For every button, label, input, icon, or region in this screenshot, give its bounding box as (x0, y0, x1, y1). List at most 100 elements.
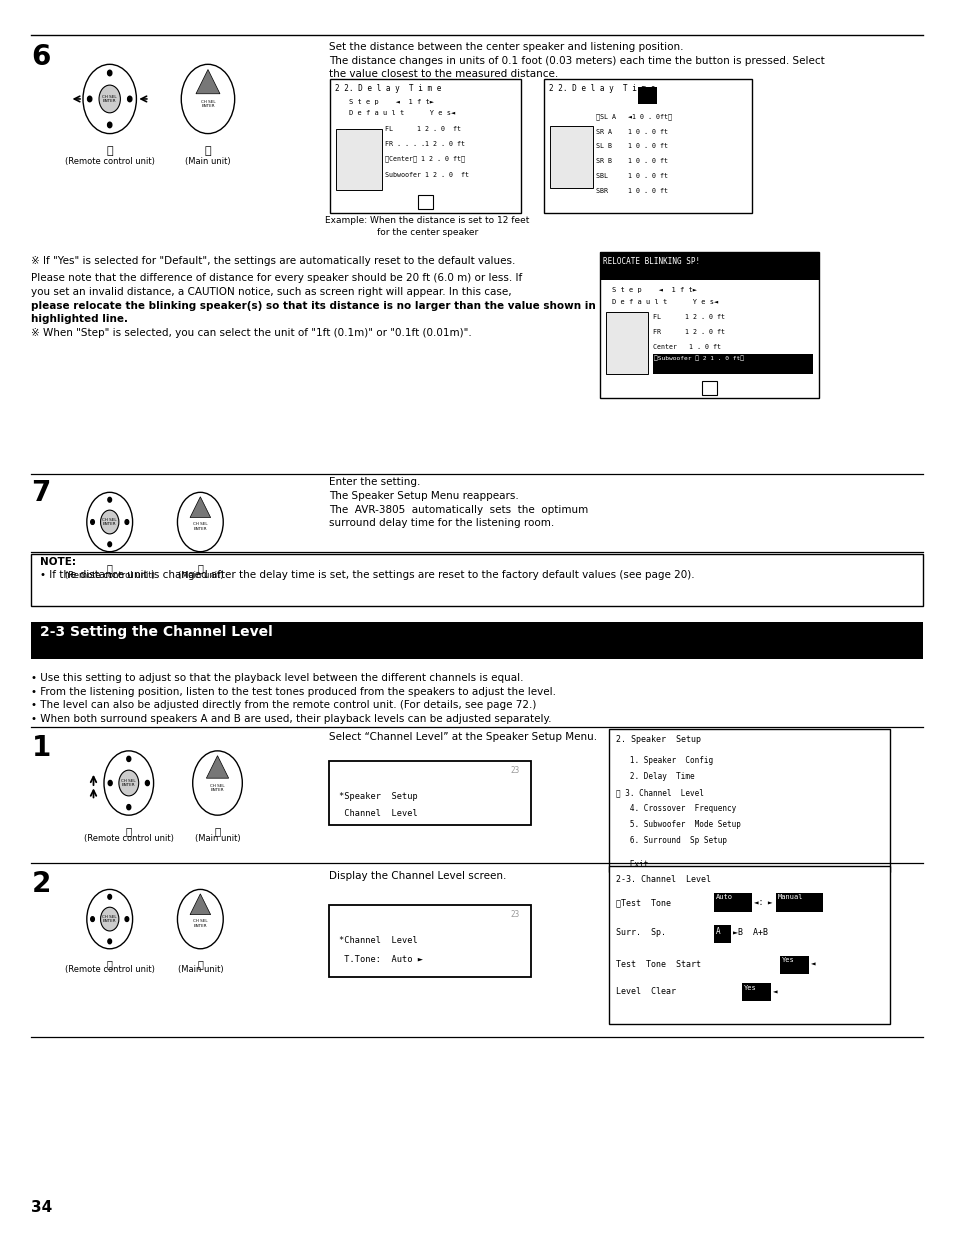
Text: Surr.  Sp.: Surr. Sp. (616, 928, 665, 936)
Text: ※ When "Step" is selected, you can select the unit of "1ft (0.1m)" or "0.1ft (0.: ※ When "Step" is selected, you can selec… (31, 328, 472, 338)
Text: Channel  Level: Channel Level (338, 809, 417, 818)
Text: FL      1 2 . 0 ft: FL 1 2 . 0 ft (652, 314, 723, 320)
Text: (Main unit): (Main unit) (177, 571, 223, 580)
Polygon shape (190, 497, 211, 517)
Text: RELOCATE BLINKING SP!: RELOCATE BLINKING SP! (602, 257, 700, 266)
FancyBboxPatch shape (417, 195, 433, 209)
Text: ␓Test  Tone: ␓Test Tone (616, 898, 671, 907)
Circle shape (145, 781, 150, 785)
Text: • Use this setting to adjust so that the playback level between the different ch: • Use this setting to adjust so that the… (31, 673, 523, 683)
Text: SL B    1 0 . 0 ft: SL B 1 0 . 0 ft (596, 143, 667, 150)
Text: Set the distance between the center speaker and listening position.: Set the distance between the center spea… (329, 42, 683, 52)
Text: for the center speaker: for the center speaker (376, 228, 477, 236)
Text: (Remote control unit): (Remote control unit) (65, 965, 154, 974)
Text: *Speaker  Setup: *Speaker Setup (338, 792, 417, 800)
FancyBboxPatch shape (329, 905, 531, 977)
Text: 1: 1 (31, 734, 51, 762)
FancyBboxPatch shape (599, 252, 819, 398)
Text: CH SEL
ENTER: CH SEL ENTER (102, 95, 117, 103)
Text: ◄: ◄ (810, 960, 815, 969)
Circle shape (177, 889, 223, 949)
Text: Manual: Manual (777, 894, 802, 901)
Text: SR A    1 0 . 0 ft: SR A 1 0 . 0 ft (596, 129, 667, 135)
Text: Select “Channel Level” at the Speaker Setup Menu.: Select “Channel Level” at the Speaker Se… (329, 732, 597, 742)
Text: CH SEL
ENTER: CH SEL ENTER (210, 783, 225, 792)
Text: ◄: ►: ◄: ► (753, 898, 771, 907)
Text: FL      1 2 . 0  ft: FL 1 2 . 0 ft (385, 126, 461, 132)
Text: 2: 2 (31, 870, 51, 898)
Circle shape (125, 520, 129, 524)
FancyBboxPatch shape (335, 129, 381, 190)
Text: 2-3 Setting the Channel Level: 2-3 Setting the Channel Level (40, 625, 273, 638)
Circle shape (87, 889, 132, 949)
Text: CH SEL
ENTER: CH SEL ENTER (193, 919, 208, 928)
Circle shape (83, 64, 136, 134)
Text: you set an invalid distance, a CAUTION notice, such as screen right will appear.: you set an invalid distance, a CAUTION n… (31, 287, 512, 297)
Circle shape (108, 497, 112, 502)
FancyBboxPatch shape (30, 554, 923, 606)
Text: CH SEL
ENTER: CH SEL ENTER (121, 779, 136, 787)
FancyBboxPatch shape (652, 354, 812, 374)
Text: ✋: ✋ (107, 563, 112, 573)
Text: ✋: ✋ (126, 826, 132, 836)
Text: Level  Clear: Level Clear (616, 987, 676, 996)
Text: ✋: ✋ (107, 146, 112, 156)
Circle shape (99, 85, 120, 113)
Circle shape (108, 542, 112, 547)
FancyBboxPatch shape (549, 126, 593, 188)
Circle shape (108, 122, 112, 127)
Text: The distance changes in units of 0.1 foot (0.03 meters) each time the button is : The distance changes in units of 0.1 foo… (329, 56, 824, 66)
Text: Enter the setting.: Enter the setting. (329, 477, 420, 487)
Circle shape (177, 492, 223, 552)
Polygon shape (206, 756, 229, 778)
Circle shape (181, 64, 234, 134)
FancyBboxPatch shape (608, 729, 889, 872)
Polygon shape (195, 69, 220, 94)
Circle shape (87, 492, 132, 552)
Text: 4. Crossover  Frequency: 4. Crossover Frequency (616, 804, 736, 813)
Text: • When both surround speakers A and B are used, their playback levels can be adj: • When both surround speakers A and B ar… (31, 714, 552, 724)
Text: 1. Speaker  Config: 1. Speaker Config (616, 756, 713, 764)
Text: ✋: ✋ (197, 959, 203, 969)
Text: D e f a u l t      Y e s◄: D e f a u l t Y e s◄ (611, 299, 717, 306)
Circle shape (108, 781, 112, 785)
Text: T.Tone:  Auto ►: T.Tone: Auto ► (338, 955, 422, 964)
Circle shape (108, 939, 112, 944)
Text: CH SEL
ENTER: CH SEL ENTER (102, 518, 117, 526)
FancyBboxPatch shape (329, 761, 531, 825)
Text: Subwoofer 1 2 . 0  ft: Subwoofer 1 2 . 0 ft (385, 172, 469, 178)
Text: ◄: ◄ (772, 987, 777, 996)
Text: (Remote control unit): (Remote control unit) (65, 571, 154, 580)
FancyBboxPatch shape (775, 893, 822, 912)
Text: CH SEL
ENTER: CH SEL ENTER (200, 100, 215, 109)
Text: ␓Subwoofer ␓ 2 1 . 0 ft␓: ␓Subwoofer ␓ 2 1 . 0 ft␓ (654, 355, 743, 361)
Circle shape (100, 907, 119, 931)
Text: Please note that the difference of distance for every speaker should be 20 ft (6: Please note that the difference of dista… (31, 273, 522, 283)
Text: 2 2. D e l a y  T i m e: 2 2. D e l a y T i m e (548, 84, 655, 93)
Text: (Remote control unit): (Remote control unit) (65, 157, 154, 166)
FancyBboxPatch shape (701, 381, 717, 395)
Text: ✋: ✋ (197, 563, 203, 573)
FancyBboxPatch shape (605, 312, 647, 374)
Text: Yes: Yes (781, 957, 794, 964)
Text: CH SEL
ENTER: CH SEL ENTER (102, 915, 117, 923)
Circle shape (127, 756, 131, 762)
Text: The  AVR-3805  automatically  sets  the  optimum: The AVR-3805 automatically sets the opti… (329, 505, 588, 515)
Text: The Speaker Setup Menu reappears.: The Speaker Setup Menu reappears. (329, 491, 518, 501)
Text: S t e p    ◄  1 f t►: S t e p ◄ 1 f t► (611, 287, 696, 293)
Text: Display the Channel Level screen.: Display the Channel Level screen. (329, 871, 506, 881)
Text: 6: 6 (31, 43, 51, 72)
Text: FR      1 2 . 0 ft: FR 1 2 . 0 ft (652, 329, 723, 335)
Text: S t e p    ◄  1 f t►: S t e p ◄ 1 f t► (349, 99, 434, 105)
Circle shape (91, 917, 94, 922)
FancyBboxPatch shape (638, 87, 657, 104)
Polygon shape (190, 894, 211, 914)
Text: SBR     1 0 . 0 ft: SBR 1 0 . 0 ft (596, 188, 667, 194)
Text: ✋: ✋ (107, 959, 112, 969)
Text: ␓SL A   ◄1 0 . 0ft␓: ␓SL A ◄1 0 . 0ft␓ (596, 114, 672, 120)
FancyBboxPatch shape (330, 79, 520, 213)
Text: highlighted line.: highlighted line. (31, 314, 129, 324)
Text: 2-3. Channel  Level: 2-3. Channel Level (616, 875, 711, 883)
Text: surround delay time for the listening room.: surround delay time for the listening ro… (329, 518, 554, 528)
Text: Yes: Yes (743, 985, 756, 991)
